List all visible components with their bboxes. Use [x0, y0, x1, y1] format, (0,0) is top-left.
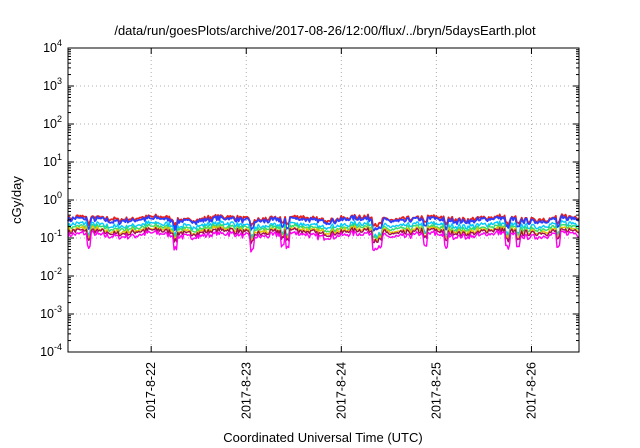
grid: [68, 48, 579, 352]
y-tick-label: 10-3: [40, 304, 62, 321]
x-tick-label: 2017-8-23: [239, 362, 253, 419]
series-line: [67, 229, 580, 253]
y-tick-label: 100: [43, 190, 62, 207]
y-tick-label: 10-4: [40, 342, 62, 359]
x-tick-label: 2017-8-22: [144, 362, 158, 419]
y-axis-label: cGy/day: [9, 176, 24, 224]
series-layer: [67, 213, 580, 253]
y-tick-label: 104: [43, 38, 62, 55]
series-line: [67, 214, 580, 233]
y-tick-label: 10-1: [40, 228, 62, 245]
x-axis-label: Coordinated Universal Time (UTC): [223, 430, 422, 445]
ticks: 10-4 10-3 10-2 10-1 100 101 102 103 104 2017-8-22…: [40, 38, 579, 419]
series-line: [67, 226, 580, 245]
x-tick-label: 2017-8-24: [334, 362, 348, 419]
x-tick-label: 2017-8-25: [429, 362, 443, 419]
chart-title: /data/run/goesPlots/archive/2017-08-26/1…: [114, 23, 536, 38]
y-tick-label: 101: [43, 152, 62, 169]
y-tick-label: 10-2: [40, 266, 62, 283]
x-tick-label: 2017-8-26: [524, 362, 538, 419]
series-line: [67, 219, 580, 239]
y-tick-label: 102: [43, 114, 62, 131]
y-tick-label: 103: [43, 76, 62, 93]
